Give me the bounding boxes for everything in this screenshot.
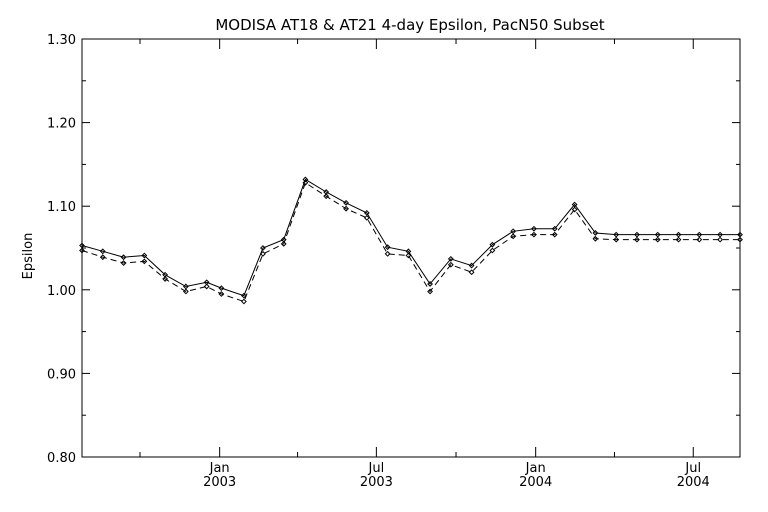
series-1-point xyxy=(510,233,517,240)
series-1-point xyxy=(427,288,433,295)
series-0-point xyxy=(240,292,247,299)
series-layer xyxy=(79,176,743,305)
series-1-point xyxy=(323,193,330,200)
x-tick-label-month: Jan xyxy=(209,461,230,476)
series-0-point xyxy=(531,225,537,232)
series-1-point xyxy=(447,261,454,268)
plot-frame xyxy=(81,38,741,458)
series-1-point xyxy=(363,214,370,221)
series-0-point xyxy=(551,225,558,232)
series-1-point xyxy=(120,260,127,266)
series-1-point xyxy=(302,179,309,186)
series-0-point xyxy=(343,199,349,206)
series-1-point xyxy=(737,236,743,243)
x-tick-label-year: 2004 xyxy=(677,475,710,490)
series-0-point xyxy=(99,248,106,255)
series-1-point xyxy=(696,236,703,243)
series-1-point xyxy=(531,231,537,238)
y-tick-label: 1.00 xyxy=(47,284,76,299)
series-0-point xyxy=(141,252,148,259)
x-tick-label-year: 2004 xyxy=(519,475,552,490)
series-1-point xyxy=(717,236,723,243)
series-1-point xyxy=(99,254,106,261)
series-0-point xyxy=(384,244,391,251)
x-tick-label-month: Jul xyxy=(684,461,701,476)
series-1-point xyxy=(203,283,210,290)
series-1-point xyxy=(182,288,189,295)
series-1-point xyxy=(260,250,266,257)
series-1-point xyxy=(489,247,496,254)
series-0-point xyxy=(489,241,496,248)
chart-title: MODISA AT18 & AT21 4-day Epsilon, PacN50… xyxy=(215,16,604,34)
series-1-point xyxy=(551,231,558,238)
series-1-point xyxy=(592,235,599,242)
x-tick-label-year: 2003 xyxy=(203,475,236,490)
y-tick-label: 0.80 xyxy=(47,451,76,466)
series-1-point xyxy=(384,250,391,257)
series-1-point xyxy=(405,252,412,259)
series-1-point xyxy=(218,291,225,297)
series-1-point xyxy=(634,236,640,243)
series-1-point xyxy=(141,258,148,265)
series-1-point xyxy=(675,236,682,243)
series-1-point xyxy=(613,236,620,243)
series-0-point xyxy=(427,281,433,287)
y-tick-label: 0.90 xyxy=(47,367,76,382)
x-tick-label-month: Jul xyxy=(368,461,385,476)
series-1-point xyxy=(571,206,578,213)
y-tick-label: 1.20 xyxy=(47,117,76,132)
series-1-point xyxy=(654,236,661,243)
series-1-point xyxy=(343,205,349,212)
y-tick-label: 1.10 xyxy=(47,200,76,215)
series-1-point xyxy=(162,276,169,282)
series-0-point xyxy=(592,230,599,236)
series-1-point xyxy=(280,240,287,247)
series-line-0 xyxy=(81,178,740,297)
y-tick-label: 1.30 xyxy=(47,33,76,48)
series-line-1 xyxy=(81,182,740,303)
series-0-point xyxy=(260,245,266,251)
series-0-point xyxy=(120,254,127,261)
series-0-point xyxy=(447,255,454,262)
series-1-point xyxy=(240,298,247,305)
series-0-point xyxy=(302,176,309,183)
x-tick-label-year: 2003 xyxy=(360,475,393,490)
y-axis-label: Epsilon xyxy=(21,233,36,280)
series-1-point xyxy=(468,269,475,276)
series-0-point xyxy=(468,262,475,269)
y-axis-ticks: 0.80 0.90 1.00 1.10 1.20 1.30 xyxy=(47,33,740,466)
x-tick-label-month: Jan xyxy=(525,461,546,476)
series-0-point xyxy=(218,285,225,292)
series-1-point xyxy=(79,247,85,254)
